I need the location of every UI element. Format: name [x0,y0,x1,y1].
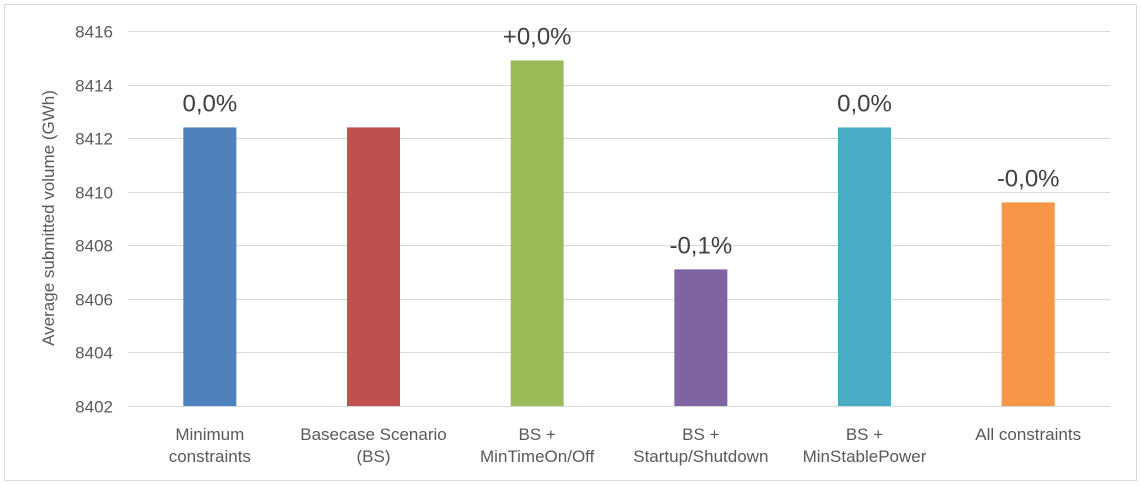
data-label: +0,0% [503,23,572,50]
y-tick-label: 8406 [75,291,113,310]
category-label: BS + MinTimeOn/Off [480,425,595,466]
bar [838,127,891,406]
y-tick-label: 8416 [75,23,113,42]
bars [183,60,1055,406]
y-axis-title: Average submitted volume (GWh) [39,90,58,346]
bar [347,127,400,406]
category-label: BS + Startup/Shutdown [633,425,768,466]
data-label: -0,1% [669,232,732,259]
y-tick-label: 8408 [75,237,113,256]
category-label: Basecase Scenario (BS) [300,425,446,466]
y-tick-label: 8404 [75,344,113,363]
bar [1001,202,1055,406]
bar [510,60,564,406]
category-label: Minimum constraints [169,425,251,466]
y-tick-label: 8410 [75,184,113,203]
y-tick-label: 8414 [75,77,113,96]
category-label: All constraints [975,425,1081,444]
data-label: 0,0% [837,90,892,117]
bar [674,269,728,406]
y-tick-label: 8412 [75,130,113,149]
gridlines [128,31,1110,407]
x-axis-category-labels: Minimum constraints Basecase Scenario (BS) B… [169,425,1081,466]
y-tick-label: 8402 [75,398,113,417]
data-label: 0,0% [182,90,237,117]
data-labels: 0,0% +0,0% -0,1% 0,0% -0,0% [182,23,1059,259]
y-axis-tick-labels: 8402 8404 8406 8408 8410 8412 8414 8416 [75,23,113,417]
category-label: BS + MinStablePower [803,425,927,466]
bar [183,127,237,406]
data-label: -0,0% [997,165,1060,192]
